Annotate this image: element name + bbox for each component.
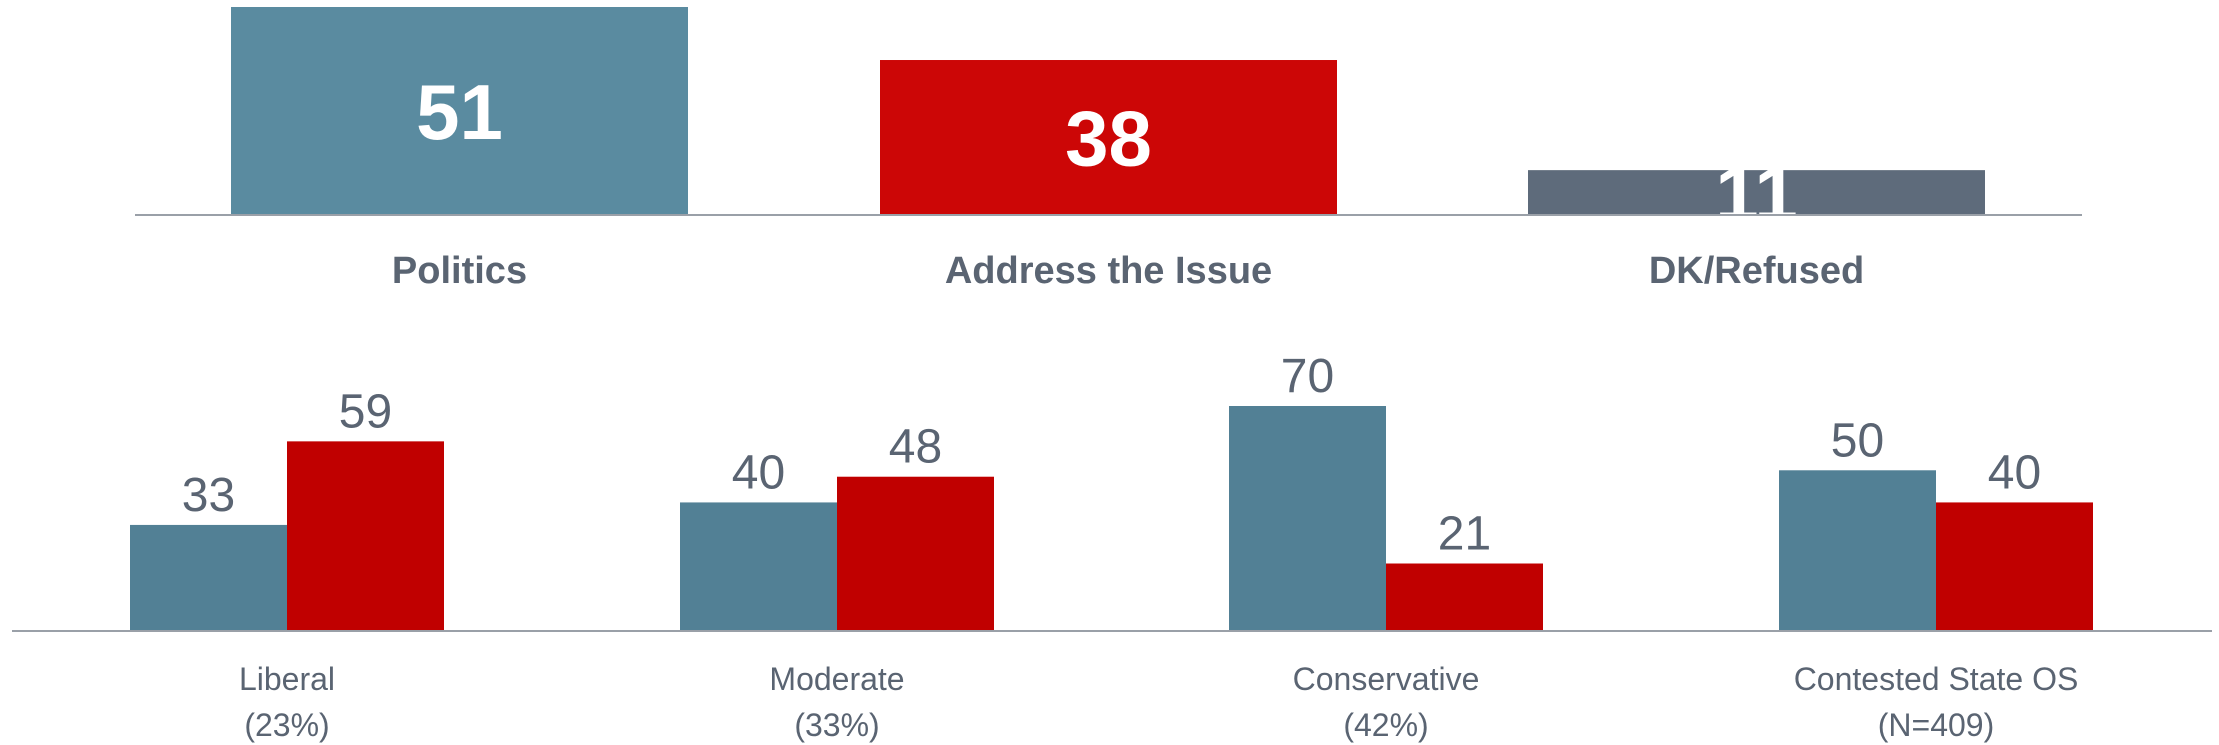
bottom-bar-2-1-value: 40 (732, 446, 785, 499)
bottom-bar-1-2-value: 59 (339, 385, 392, 438)
top-bar-1-value: 51 (416, 68, 503, 156)
bottom-category-4: Contested State OS (1794, 661, 2079, 697)
bottom-bar-1-2 (287, 441, 444, 631)
top-category-1: Politics (392, 250, 527, 292)
bottom-bar-3-2 (1386, 563, 1543, 631)
bottom-category-2: Moderate (769, 661, 904, 697)
bottom-bar-4-2-value: 40 (1988, 446, 2041, 499)
bottom-bar-2-1 (680, 502, 837, 631)
bottom-bar-3-1 (1229, 406, 1386, 631)
bottom-bar-2-2-value: 48 (889, 421, 942, 474)
top-bar-2-value: 38 (1065, 95, 1152, 183)
bottom-category-3: Conservative (1293, 661, 1480, 697)
top-category-2: Address the Issue (945, 250, 1272, 292)
top-category-3: DK/Refused (1649, 250, 1864, 292)
bottom-bar-1-1 (130, 524, 287, 631)
top-bar-3-value: 11 (1715, 150, 1797, 238)
bottom-category-4-sublabel: (N=409) (1878, 707, 1995, 743)
top-bar-2 (880, 60, 1337, 215)
bottom-category-1-sublabel: (23%) (244, 707, 329, 743)
bottom-bar-4-1 (1779, 470, 1936, 631)
bottom-bar-2-2 (837, 476, 994, 631)
bottom-bar-3-1-value: 70 (1281, 350, 1334, 403)
top-bar-3 (1528, 170, 1985, 215)
top-bar-1 (231, 7, 688, 215)
bottom-bar-3-2-value: 21 (1438, 508, 1491, 561)
bottom-category-3-sublabel: (42%) (1343, 707, 1428, 743)
bottom-bar-1-1-value: 33 (182, 469, 235, 522)
bottom-category-2-sublabel: (33%) (794, 707, 879, 743)
bottom-bar-4-1-value: 50 (1831, 414, 1884, 467)
bottom-bar-4-2 (1936, 502, 2093, 631)
bottom-category-1: Liberal (239, 661, 335, 697)
